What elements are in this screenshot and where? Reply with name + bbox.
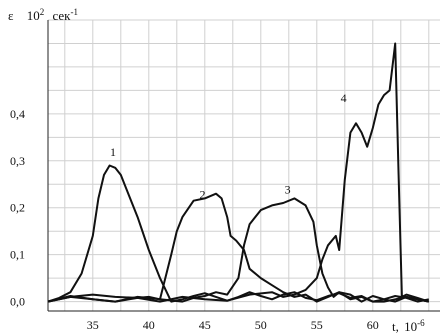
gridlines (48, 19, 440, 311)
curve-label-1: 1 (110, 145, 116, 159)
x-tick-label: 60 (367, 318, 379, 332)
x-tick-labels: 35 40 45 50 55 60 (87, 318, 379, 332)
y-axis-title: ε 102 сек-1 (8, 3, 78, 23)
x-tick-label: 55 (311, 318, 323, 332)
y-axis-unit-exp: 2 (40, 7, 45, 17)
series-lines (47, 42, 430, 303)
curve-label-4: 4 (341, 91, 347, 105)
y-tick-labels: 0,0 0,1 0,2 0,3 0,4 (10, 107, 25, 309)
y-tick-label: 0,0 (10, 295, 25, 309)
x-axis-unit-base: 10 (404, 319, 417, 334)
y-tick-label: 0,2 (10, 201, 25, 215)
y-tick-label: 0,4 (10, 107, 25, 121)
y-axis-symbol: ε (8, 8, 14, 23)
y-axis-unit-word-exp: -1 (70, 7, 78, 17)
y-tick-label: 0,1 (10, 248, 25, 262)
x-tick-label: 35 (87, 318, 99, 332)
axes (47, 20, 440, 312)
y-axis-unit-word: сек (52, 8, 71, 23)
x-tick-label: 50 (255, 318, 267, 332)
x-axis-title: t, 10-6 (392, 318, 425, 334)
curve-label-3: 3 (285, 183, 291, 197)
curve-labels: 1 2 3 4 (110, 91, 347, 201)
series-line-4 (47, 42, 430, 303)
curve-label-2: 2 (200, 187, 206, 201)
x-axis-unit-exp: -6 (417, 318, 425, 328)
y-axis-unit-base: 10 (27, 8, 40, 23)
x-tick-label: 45 (199, 318, 211, 332)
x-axis-symbol: t, (392, 319, 399, 334)
y-tick-label: 0,3 (10, 154, 25, 168)
x-tick-label: 40 (143, 318, 155, 332)
